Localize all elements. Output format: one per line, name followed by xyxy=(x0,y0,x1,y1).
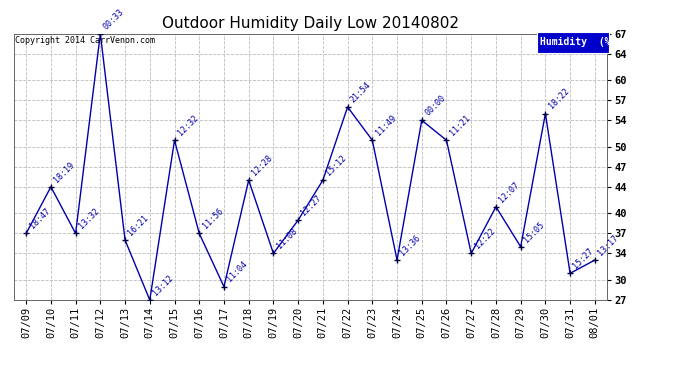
Title: Outdoor Humidity Daily Low 20140802: Outdoor Humidity Daily Low 20140802 xyxy=(162,16,459,31)
Text: 21:54: 21:54 xyxy=(349,80,373,104)
Text: Humidity  (%): Humidity (%) xyxy=(540,37,616,47)
Text: 15:12: 15:12 xyxy=(324,153,348,177)
Text: 00:00: 00:00 xyxy=(423,93,447,117)
Text: 18:19: 18:19 xyxy=(52,160,77,184)
Text: 13:12: 13:12 xyxy=(151,273,175,297)
Text: 11:04: 11:04 xyxy=(226,260,249,284)
Text: 00:33: 00:33 xyxy=(101,7,126,31)
Text: 12:27: 12:27 xyxy=(299,193,324,217)
Text: 16:21: 16:21 xyxy=(126,213,150,237)
Text: 15:27: 15:27 xyxy=(571,246,595,271)
Text: 15:05: 15:05 xyxy=(522,220,546,244)
Text: 11:21: 11:21 xyxy=(448,113,472,138)
Text: 18:47: 18:47 xyxy=(28,207,52,231)
Text: 12:07: 12:07 xyxy=(497,180,522,204)
Text: 13:36: 13:36 xyxy=(398,233,422,257)
Text: 13:17: 13:17 xyxy=(596,233,620,257)
Text: 11:08: 11:08 xyxy=(275,226,299,251)
Text: 18:22: 18:22 xyxy=(546,87,571,111)
Text: 12:32: 12:32 xyxy=(176,113,200,138)
Text: 12:22: 12:22 xyxy=(473,226,497,251)
Text: Copyright 2014 CarrVenon.com: Copyright 2014 CarrVenon.com xyxy=(15,36,155,45)
Text: 12:28: 12:28 xyxy=(250,153,274,177)
Text: 11:49: 11:49 xyxy=(374,113,397,138)
Text: 13:32: 13:32 xyxy=(77,207,101,231)
Text: 11:56: 11:56 xyxy=(201,207,225,231)
